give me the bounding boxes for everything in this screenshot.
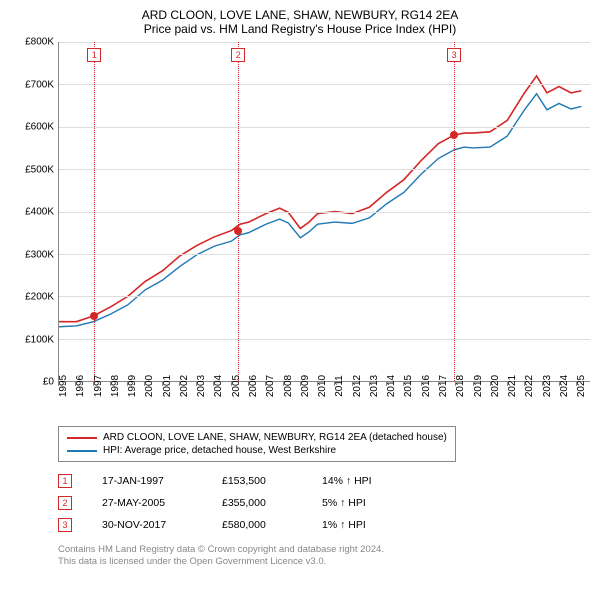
x-tick-label: 2009 <box>300 375 311 397</box>
y-tick-label: £200K <box>25 292 54 303</box>
sale-number-box: 2 <box>58 496 72 510</box>
x-tick-label: 2016 <box>421 375 432 397</box>
x-tick-label: 2011 <box>334 375 345 397</box>
chart-subtitle: Price paid vs. HM Land Registry's House … <box>10 22 590 36</box>
legend-row: ARD CLOON, LOVE LANE, SHAW, NEWBURY, RG1… <box>67 431 447 444</box>
sale-marker-line <box>454 42 455 381</box>
y-tick-label: £100K <box>25 334 54 345</box>
x-tick-label: 2014 <box>386 375 397 397</box>
gridline <box>59 339 590 340</box>
x-tick-label: 2001 <box>162 375 173 397</box>
x-tick-label: 2006 <box>248 375 259 397</box>
x-tick-label: 2008 <box>283 375 294 397</box>
x-tick-label: 1998 <box>110 375 121 397</box>
x-tick-label: 1996 <box>75 375 86 397</box>
gridline <box>59 84 590 85</box>
x-tick-label: 2004 <box>213 375 224 397</box>
x-tick-label: 2005 <box>231 375 242 397</box>
legend-label: ARD CLOON, LOVE LANE, SHAW, NEWBURY, RG1… <box>103 432 447 443</box>
x-tick-label: 2007 <box>265 375 276 397</box>
y-tick-label: £600K <box>25 122 54 133</box>
x-axis: 1995199619971998199920002001200220032004… <box>58 382 590 416</box>
chart-title: ARD CLOON, LOVE LANE, SHAW, NEWBURY, RG1… <box>10 8 590 22</box>
gridline <box>59 296 590 297</box>
y-tick-label: £800K <box>25 37 54 48</box>
y-tick-label: £300K <box>25 249 54 260</box>
x-tick-label: 1995 <box>58 375 69 397</box>
x-tick-label: 2025 <box>576 375 587 397</box>
x-tick-label: 2022 <box>524 375 535 397</box>
legend-row: HPI: Average price, detached house, West… <box>67 444 447 457</box>
sale-row: 3 30-NOV-2017 £580,000 1% ↑ HPI <box>58 514 590 536</box>
sale-marker-dot <box>234 227 242 235</box>
sale-marker-line <box>94 42 95 381</box>
y-tick-label: £700K <box>25 79 54 90</box>
sale-marker-number: 3 <box>447 48 461 62</box>
chart-container: ARD CLOON, LOVE LANE, SHAW, NEWBURY, RG1… <box>0 0 600 590</box>
sale-number-box: 3 <box>58 518 72 532</box>
x-tick-label: 2020 <box>490 375 501 397</box>
sale-number-box: 1 <box>58 474 72 488</box>
chart-area: £0£100K£200K£300K£400K£500K£600K£700K£80… <box>10 42 590 382</box>
x-tick-label: 2021 <box>507 375 518 397</box>
sale-marker-dot <box>90 312 98 320</box>
legend-box: ARD CLOON, LOVE LANE, SHAW, NEWBURY, RG1… <box>58 426 456 462</box>
sale-price: £580,000 <box>222 519 292 531</box>
footnote-line-2: This data is licensed under the Open Gov… <box>58 556 590 568</box>
sale-hpi-diff: 14% ↑ HPI <box>322 475 402 487</box>
plot-area: 1 2 3 <box>58 42 590 382</box>
legend-swatch <box>67 450 97 452</box>
gridline <box>59 169 590 170</box>
y-tick-label: £0 <box>43 377 54 388</box>
y-tick-label: £500K <box>25 164 54 175</box>
x-tick-label: 2010 <box>317 375 328 397</box>
gridline <box>59 212 590 213</box>
sale-hpi-diff: 1% ↑ HPI <box>322 519 402 531</box>
gridline <box>59 127 590 128</box>
x-tick-label: 2003 <box>196 375 207 397</box>
series-line <box>59 76 581 322</box>
sale-hpi-diff: 5% ↑ HPI <box>322 497 402 509</box>
sale-marker-dot <box>450 131 458 139</box>
x-tick-label: 2019 <box>473 375 484 397</box>
series-line <box>59 94 581 327</box>
y-tick-label: £400K <box>25 207 54 218</box>
sale-price: £153,500 <box>222 475 292 487</box>
sale-row: 2 27-MAY-2005 £355,000 5% ↑ HPI <box>58 492 590 514</box>
footnote-line-1: Contains HM Land Registry data © Crown c… <box>58 544 590 556</box>
gridline <box>59 42 590 43</box>
y-axis: £0£100K£200K£300K£400K£500K£600K£700K£80… <box>10 42 58 382</box>
sale-date: 30-NOV-2017 <box>102 519 192 531</box>
sale-marker-number: 1 <box>87 48 101 62</box>
x-tick-label: 2017 <box>438 375 449 397</box>
sale-date: 17-JAN-1997 <box>102 475 192 487</box>
x-tick-label: 1997 <box>93 375 104 397</box>
x-tick-label: 2015 <box>403 375 414 397</box>
legend-label: HPI: Average price, detached house, West… <box>103 445 336 456</box>
sale-marker-number: 2 <box>231 48 245 62</box>
x-tick-label: 2023 <box>542 375 553 397</box>
sale-date: 27-MAY-2005 <box>102 497 192 509</box>
x-tick-label: 2024 <box>559 375 570 397</box>
footnote: Contains HM Land Registry data © Crown c… <box>58 544 590 569</box>
x-tick-label: 2002 <box>179 375 190 397</box>
x-tick-label: 2012 <box>352 375 363 397</box>
sale-price: £355,000 <box>222 497 292 509</box>
gridline <box>59 254 590 255</box>
x-tick-label: 2013 <box>369 375 380 397</box>
legend-swatch <box>67 437 97 439</box>
sales-table: 1 17-JAN-1997 £153,500 14% ↑ HPI 2 27-MAY-200… <box>58 470 590 536</box>
sale-marker-line <box>238 42 239 381</box>
sale-row: 1 17-JAN-1997 £153,500 14% ↑ HPI <box>58 470 590 492</box>
x-tick-label: 2000 <box>144 375 155 397</box>
x-tick-label: 2018 <box>455 375 466 397</box>
x-tick-label: 1999 <box>127 375 138 397</box>
